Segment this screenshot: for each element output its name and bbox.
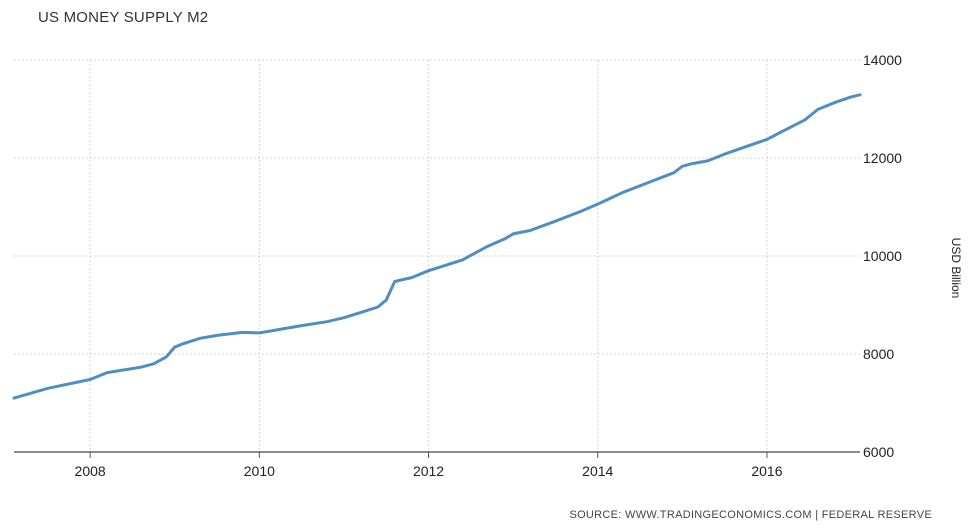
y-tick-label: 10000 xyxy=(863,248,902,264)
x-tick-label: 2016 xyxy=(751,463,782,479)
y-axis-label: USD Billion xyxy=(949,238,963,299)
x-tick-label: 2014 xyxy=(582,463,613,479)
x-tick-label: 2010 xyxy=(244,463,275,479)
series-line xyxy=(12,93,862,400)
source-note: SOURCE: WWW.TRADINGECONOMICS.COM | FEDER… xyxy=(569,509,932,521)
y-tick-label: 12000 xyxy=(863,150,902,166)
y-tick-label: 8000 xyxy=(863,346,894,362)
series-layer xyxy=(12,93,862,400)
chart-title: US MONEY SUPPLY M2 xyxy=(38,9,209,26)
axes: 6000 8000 10000 12000 14000 2008 2010 2012 2014 2… xyxy=(14,52,902,479)
y-tick-label: 14000 xyxy=(863,52,902,68)
x-tick-label: 2008 xyxy=(75,463,106,479)
y-tick-label: 6000 xyxy=(863,444,894,460)
x-tick-label: 2012 xyxy=(413,463,444,479)
gridlines xyxy=(14,59,860,452)
